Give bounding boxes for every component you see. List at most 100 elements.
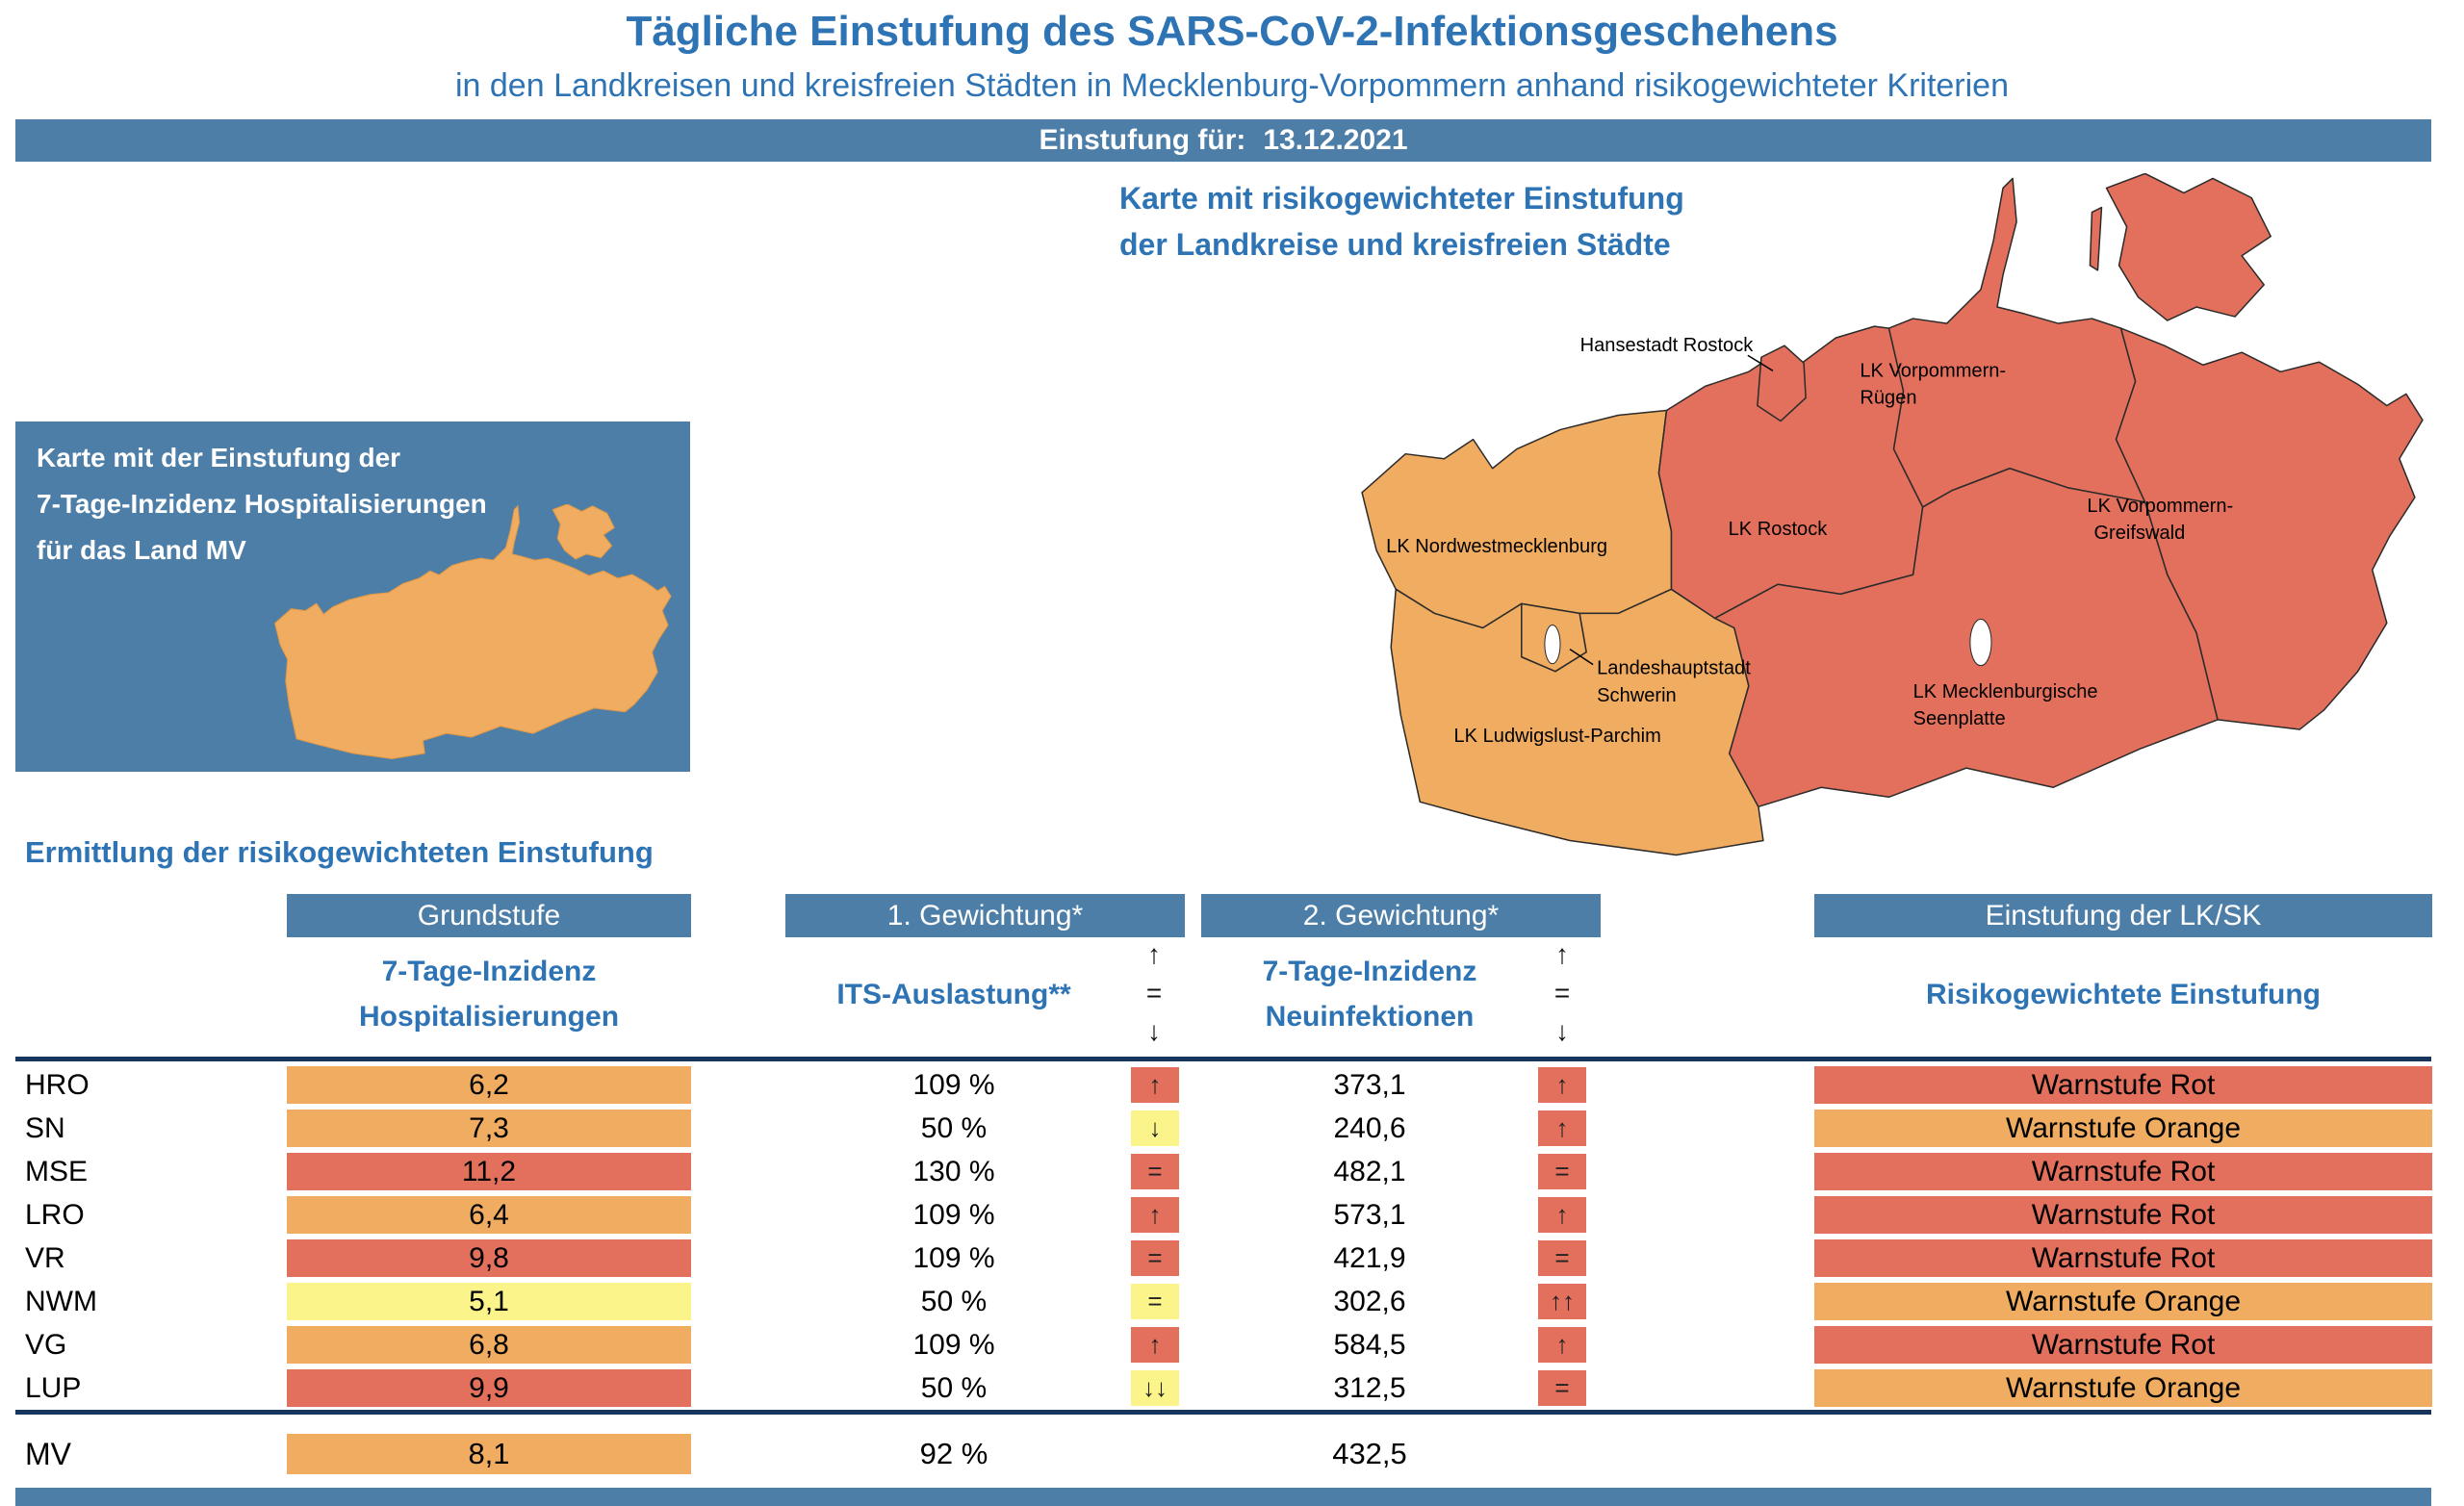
table-row: SN 7,3 50 % ↓ 240,6 ↑ Warnstufe Orange — [0, 1107, 2464, 1150]
page-title: Tägliche Einstufung des SARS-CoV-2-Infek… — [626, 8, 1838, 55]
hosp-value-cell: 5,1 — [287, 1283, 691, 1320]
its-value: 50 % — [920, 1286, 988, 1317]
table-row: NWM 5,1 50 % = 302,6 ↑↑ Warnstufe Orange — [0, 1280, 2464, 1323]
its-trend-icon: = — [1131, 1284, 1179, 1319]
neuinf-value: 373,1 — [1333, 1069, 1406, 1101]
subheader-its: ITS-Auslastung** — [836, 979, 1071, 1010]
separator-top — [15, 1057, 2431, 1061]
hosp-value-cell: 6,2 — [287, 1066, 691, 1104]
its-trend-icon: = — [1131, 1154, 1179, 1189]
arrow-up-icon: ↑ — [1147, 939, 1161, 969]
neuinf-trend-icon: = — [1538, 1370, 1586, 1406]
map-label-vg-line2: Greifswald — [2093, 523, 2185, 544]
map-label-mse-line2: Seenplatte — [1913, 708, 2006, 729]
neuinf-trend-icon: ↑ — [1538, 1067, 1586, 1103]
pointer-line-schwerin — [1569, 648, 1594, 666]
its-value: 109 % — [912, 1199, 995, 1231]
rating-cell: Warnstufe Rot — [1814, 1239, 2432, 1277]
subheader-hosp-line2: Hospitalisierungen — [358, 1001, 620, 1033]
rating-cell: Warnstufe Orange — [1814, 1369, 2432, 1407]
right-map-title: Karte mit risikogewichteter Einstufung d… — [1119, 175, 1684, 268]
its-value: 109 % — [912, 1242, 995, 1274]
map-region-mse — [1713, 468, 2219, 808]
map-label-vg-line1: LK Vorpommern- — [2087, 496, 2233, 517]
its-value: 109 % — [912, 1329, 995, 1361]
summary-its-value: 92 % — [919, 1437, 988, 1470]
mv-state-silhouette — [273, 504, 672, 759]
map-label-lro: LK Rostock — [1729, 519, 1829, 540]
footer-bar — [15, 1488, 2431, 1506]
col-header-einstufung: Einstufung der LK/SK — [1814, 894, 2432, 937]
arrow-up-icon: ↑ — [1555, 939, 1569, 969]
col-header-grundstufe: Grundstufe — [287, 894, 691, 937]
hosp-value-cell: 6,4 — [287, 1196, 691, 1234]
trend-legend-neuinf: ↑ = ↓ — [1541, 935, 1583, 1051]
arrow-down-icon: ↓ — [1555, 1016, 1569, 1046]
hospitalization-map-box: Karte mit der Einstufung der 7-Tage-Inzi… — [15, 421, 690, 772]
map-region-nwm — [1361, 409, 1673, 629]
hosp-value-cell: 6,8 — [287, 1326, 691, 1364]
map-label-lup: LK Ludwigslust-Parchim — [1453, 726, 1660, 747]
rating-cell: Warnstufe Rot — [1814, 1326, 2432, 1364]
map-label-vr-line2: Rügen — [1860, 387, 1916, 408]
row-label: MSE — [25, 1156, 89, 1187]
rating-cell: Warnstufe Orange — [1814, 1283, 2432, 1320]
summary-hosp-cell: 8,1 — [287, 1434, 691, 1474]
lake-mueritz — [1969, 618, 1992, 667]
lake-schweriner-see — [1544, 624, 1561, 665]
subheader-neuinfektionen: 7-Tage-Inzidenz Neuinfektionen — [1201, 949, 1538, 1039]
map-region-hiddensee — [2089, 206, 2103, 271]
mv-outline-shape — [273, 504, 672, 759]
left-map-title-line3: für das Land MV — [37, 535, 246, 565]
pointer-line-rostock — [1747, 354, 1774, 371]
row-label: VG — [25, 1329, 67, 1361]
rating-cell: Warnstufe Orange — [1814, 1110, 2432, 1147]
left-map-title-line2: 7-Tage-Inzidenz Hospitalisierungen — [37, 489, 487, 519]
left-map-title: Karte mit der Einstufung der 7-Tage-Inzi… — [37, 435, 487, 574]
table-row: VG 6,8 109 % ↑ 584,5 ↑ Warnstufe Rot — [0, 1323, 2464, 1366]
arrow-down-icon: ↓ — [1147, 1016, 1161, 1046]
table-row: LRO 6,4 109 % ↑ 573,1 ↑ Warnstufe Rot — [0, 1193, 2464, 1237]
neuinf-value: 482,1 — [1333, 1156, 1406, 1187]
its-trend-icon: ↓ — [1131, 1110, 1179, 1146]
subheader-hosp-line1: 7-Tage-Inzidenz — [381, 956, 597, 987]
table-row: HRO 6,2 109 % ↑ 373,1 ↑ Warnstufe Rot — [0, 1063, 2464, 1107]
summary-neuinf-value: 432,5 — [1332, 1437, 1407, 1470]
its-trend-icon: ↑ — [1131, 1197, 1179, 1233]
map-label-hro: Hansestadt Rostock — [1580, 335, 1755, 356]
map-label-sn-line1: Landeshauptstadt — [1597, 658, 1751, 679]
section-heading: Ermittlung der risikogewichteten Einstuf… — [25, 835, 654, 869]
trend-legend-its: ↑ = ↓ — [1133, 935, 1175, 1051]
subheader-risikoeinstufung: Risikogewichtete Einstufung — [1925, 979, 2322, 1010]
hosp-value-cell: 9,8 — [287, 1239, 691, 1277]
col-header-gewichtung2: 2. Gewichtung* — [1201, 894, 1601, 937]
rating-cell: Warnstufe Rot — [1814, 1066, 2432, 1104]
equals-icon: = — [1145, 978, 1163, 1008]
map-label-vr-line1: LK Vorpommern- — [1860, 360, 2006, 381]
neuinf-value: 302,6 — [1333, 1286, 1406, 1317]
separator-summary — [15, 1410, 2431, 1415]
neuinf-trend-icon: ↑ — [1538, 1197, 1586, 1233]
neuinf-trend-icon: ↑ — [1538, 1327, 1586, 1363]
col-header-gewichtung1: 1. Gewichtung* — [785, 894, 1185, 937]
subheader-neu-line2: Neuinfektionen — [1265, 1001, 1475, 1033]
its-trend-icon: ↑ — [1131, 1327, 1179, 1363]
rating-cell: Warnstufe Rot — [1814, 1196, 2432, 1234]
map-region-ruegen — [2105, 173, 2272, 321]
hosp-value-cell: 9,9 — [287, 1369, 691, 1407]
its-trend-icon: = — [1131, 1240, 1179, 1276]
neuinf-value: 421,9 — [1333, 1242, 1406, 1274]
map-region-hro — [1757, 345, 1807, 422]
its-value: 50 % — [920, 1112, 988, 1144]
row-label: LRO — [25, 1199, 85, 1231]
subheader-hospitalisierung: 7-Tage-Inzidenz Hospitalisierungen — [287, 949, 691, 1039]
its-trend-icon: ↓↓ — [1131, 1370, 1179, 1406]
table-row: VR 9,8 109 % = 421,9 = Warnstufe Rot — [0, 1237, 2464, 1280]
neuinf-trend-icon: ↑↑ — [1538, 1284, 1586, 1319]
subheader-neu-line1: 7-Tage-Inzidenz — [1262, 956, 1477, 987]
map-label-sn-line2: Schwerin — [1597, 685, 1677, 706]
row-label: LUP — [25, 1372, 82, 1404]
table-row: MSE 11,2 130 % = 482,1 = Warnstufe Rot — [0, 1150, 2464, 1193]
its-value: 50 % — [920, 1372, 988, 1404]
right-map-title-line1: Karte mit risikogewichteter Einstufung — [1119, 181, 1684, 216]
